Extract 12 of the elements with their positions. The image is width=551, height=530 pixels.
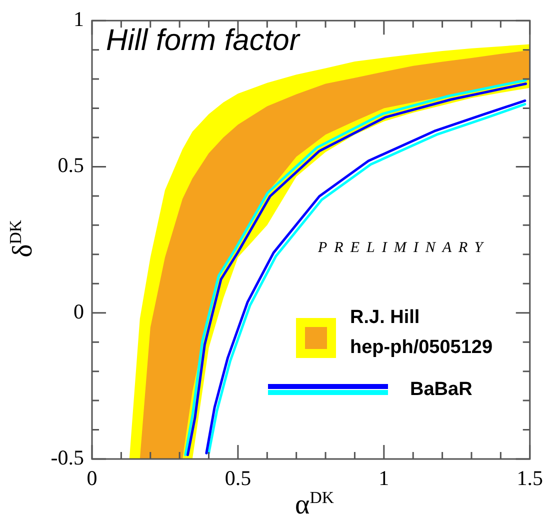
y-tick-label: 1 <box>74 7 84 32</box>
chart-title: Hill form factor <box>106 24 300 58</box>
legend-label: R.J. Hill hep-ph/0505129 <box>350 307 493 358</box>
x-tick-label: 1.5 <box>516 466 543 490</box>
annotation: PRELIMINARY <box>318 240 490 257</box>
x-axis-title: α$^{DK}$ <box>295 488 334 520</box>
x-tick-label: 1 <box>378 466 390 490</box>
y-tick-label: 0.5 <box>58 153 84 178</box>
y-tick-label: -0.5 <box>50 446 84 470</box>
text: BaBaR <box>410 379 473 400</box>
y-tick-label: 0 <box>74 299 84 324</box>
x-tick-label: 0.5 <box>224 466 252 490</box>
